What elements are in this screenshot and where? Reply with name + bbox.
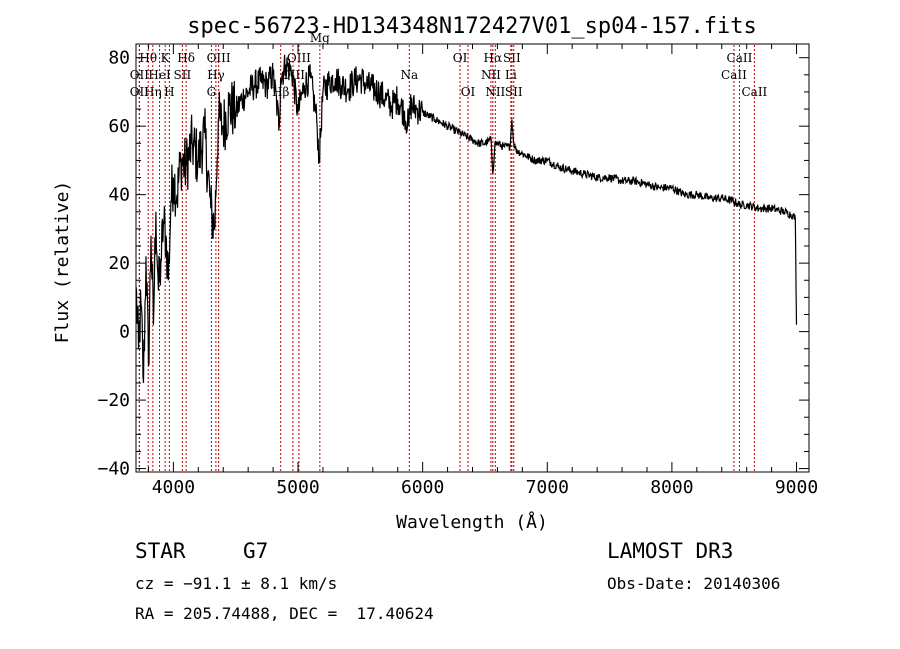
y-axis-label: Flux (relative)	[52, 181, 73, 344]
spectral-line-label: OIII	[207, 51, 231, 65]
coordinates: RA = 205.74488, DEC = 17.40624	[135, 604, 434, 623]
x-axis-label: Wavelength (Å)	[396, 511, 548, 533]
chart-title: spec-56723-HD134348N172427V01_sp04-157.f…	[187, 14, 757, 39]
x-tick-label: 6000	[401, 477, 444, 498]
flux-series-line	[135, 54, 798, 384]
spectral-lines: OIIOIIHθHηHeIKHSIIHδGHγOIIIHβOIIIOIIIMgN…	[130, 31, 768, 472]
spectral-line-label: CaII	[727, 51, 753, 65]
redshift-cz: cz = −91.1 ± 8.1 km/s	[135, 574, 338, 593]
spectral-line-label: H	[164, 85, 174, 99]
y-tick-label: 20	[108, 253, 130, 274]
spectral-line-label: Mg	[310, 31, 330, 45]
spectral-line-label: Hδ	[177, 51, 195, 65]
spectral-line-label: Hγ	[207, 68, 225, 82]
object-subclass: G7	[243, 539, 269, 563]
x-tick-label: 9000	[775, 477, 818, 498]
x-tick-label: 7000	[526, 477, 569, 498]
spectral-line-label: Na	[400, 68, 418, 82]
spectral-line-label: NII	[485, 85, 505, 99]
spectral-line-label: OI	[453, 51, 468, 65]
y-tick-label: −40	[97, 459, 130, 480]
y-tick-label: 60	[108, 116, 130, 137]
spectral-line-label: HeI	[148, 68, 171, 82]
spectral-line-label: G	[207, 85, 217, 99]
spectral-line-label: Hη	[144, 85, 162, 99]
spectral-line-label: SII	[174, 68, 192, 82]
axes: 4000 5000 6000 7000 8000 9000 −40 −20 0 20 40 60 80	[97, 44, 818, 498]
spectral-line-label: SII	[503, 51, 521, 65]
obs-date: Obs-Date: 20140306	[607, 574, 781, 593]
survey-name: LAMOST DR3	[607, 539, 734, 563]
y-tick-label: 40	[108, 185, 130, 206]
spectral-line-label: CaII	[721, 68, 747, 82]
spectral-line-label: K	[161, 51, 171, 65]
spectral-line-label: NII	[481, 68, 501, 82]
spectral-line-label: SII	[505, 85, 523, 99]
y-tick-label: −20	[97, 390, 130, 411]
spectral-line-label: Hα	[484, 51, 503, 65]
spectral-line-label: OIII	[287, 51, 311, 65]
y-tick-label: 80	[108, 48, 130, 69]
spectral-line-label: Li	[505, 68, 517, 82]
series-layer	[135, 54, 798, 384]
object-class: STAR	[135, 539, 186, 563]
x-tick-label: 4000	[152, 477, 195, 498]
spectral-line-label: OI	[461, 85, 476, 99]
x-tick-label: 5000	[276, 477, 319, 498]
spectral-line-label: CaII	[741, 85, 767, 99]
y-tick-label: 0	[119, 322, 130, 343]
x-tick-label: 8000	[650, 477, 693, 498]
